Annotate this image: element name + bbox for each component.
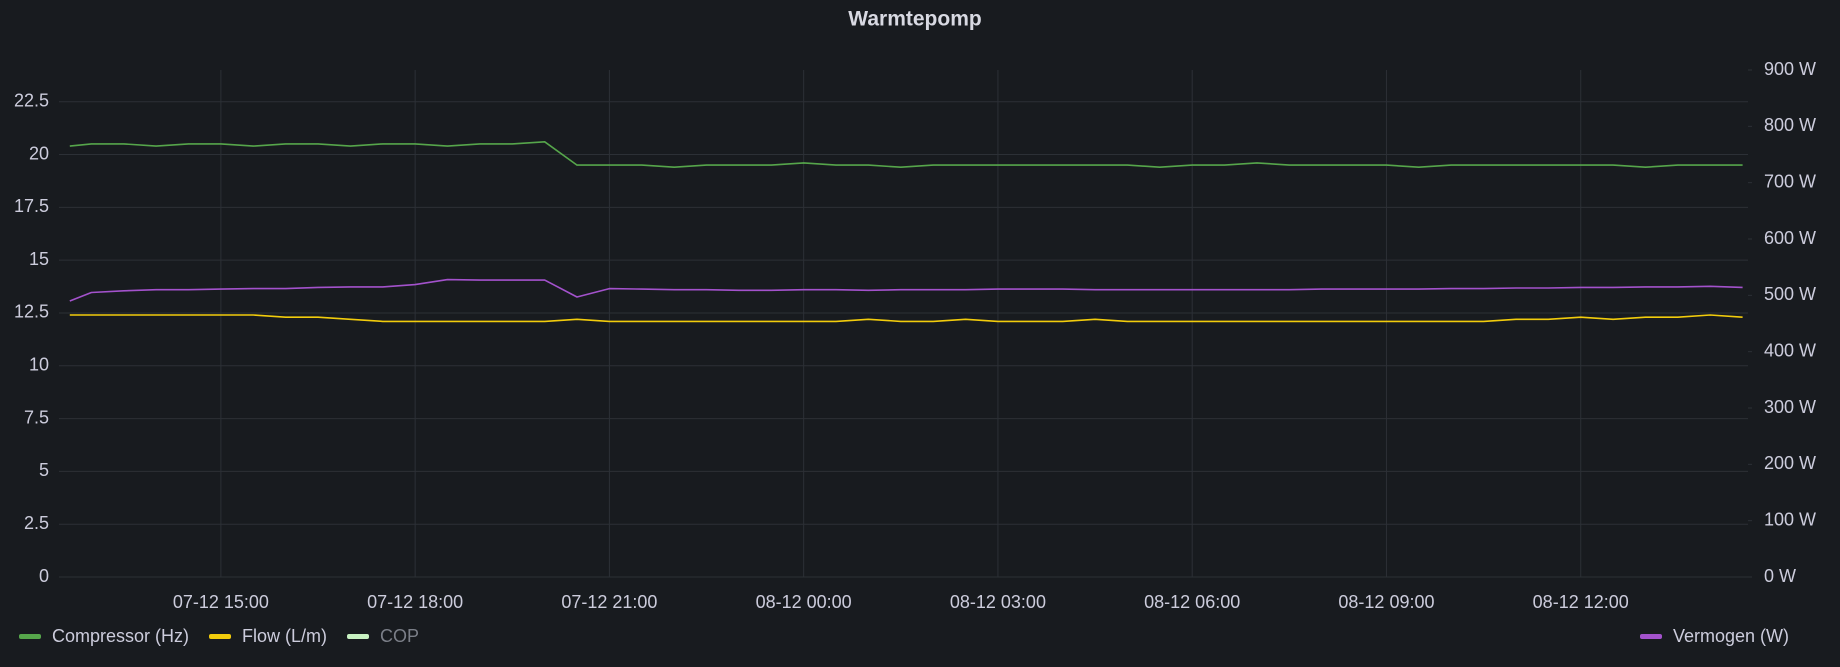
y-tick-label: 17.5 — [14, 196, 49, 216]
x-tick-label: 07-12 15:00 — [173, 592, 269, 612]
x-tick-label: 08-12 12:00 — [1533, 592, 1629, 612]
x-tick-label: 08-12 03:00 — [950, 592, 1046, 612]
series-line — [69, 278, 1743, 302]
legend-label[interactable]: Vermogen (W) — [1673, 626, 1789, 646]
y-tick-label: 15 — [29, 249, 49, 269]
y-tick-label: 22.5 — [14, 90, 49, 110]
legend-swatch — [1640, 634, 1662, 639]
legend-swatch — [19, 634, 41, 639]
legend-label[interactable]: COP — [380, 626, 419, 646]
y-tick-label: 2.5 — [24, 513, 49, 533]
y2-tick-label: 200 W — [1764, 453, 1816, 473]
legend-label[interactable]: Flow (L/m) — [242, 626, 327, 646]
legend-swatch — [209, 634, 232, 639]
y-tick-label: 12.5 — [14, 302, 49, 322]
x-tick-label: 08-12 09:00 — [1338, 592, 1434, 612]
y-tick-label: 7.5 — [24, 407, 49, 427]
y-tick-label: 20 — [29, 143, 49, 163]
y2-tick-label: 500 W — [1764, 284, 1816, 304]
legend-label[interactable]: Compressor (Hz) — [52, 626, 189, 646]
y-tick-label: 10 — [29, 355, 49, 375]
y2-tick-label: 700 W — [1764, 171, 1816, 191]
y2-tick-label: 300 W — [1764, 397, 1816, 417]
y2-tick-label: 400 W — [1764, 340, 1816, 360]
x-tick-label: 08-12 00:00 — [756, 592, 852, 612]
y2-tick-label: 600 W — [1764, 228, 1816, 248]
legend-swatch — [347, 634, 370, 639]
y2-tick-label: 800 W — [1764, 115, 1816, 135]
series-line — [69, 314, 1743, 323]
x-tick-label: 08-12 06:00 — [1144, 592, 1240, 612]
series-line — [69, 141, 1743, 168]
y2-tick-label: 100 W — [1764, 509, 1816, 529]
chart-title: Warmtepomp — [848, 8, 981, 31]
x-tick-label: 07-12 18:00 — [367, 592, 463, 612]
x-tick-label: 07-12 21:00 — [561, 592, 657, 612]
y-tick-label: 0 — [39, 566, 49, 586]
y2-tick-label: 0 W — [1764, 566, 1796, 586]
y-tick-label: 5 — [39, 460, 49, 480]
y2-tick-label: 900 W — [1764, 59, 1816, 79]
